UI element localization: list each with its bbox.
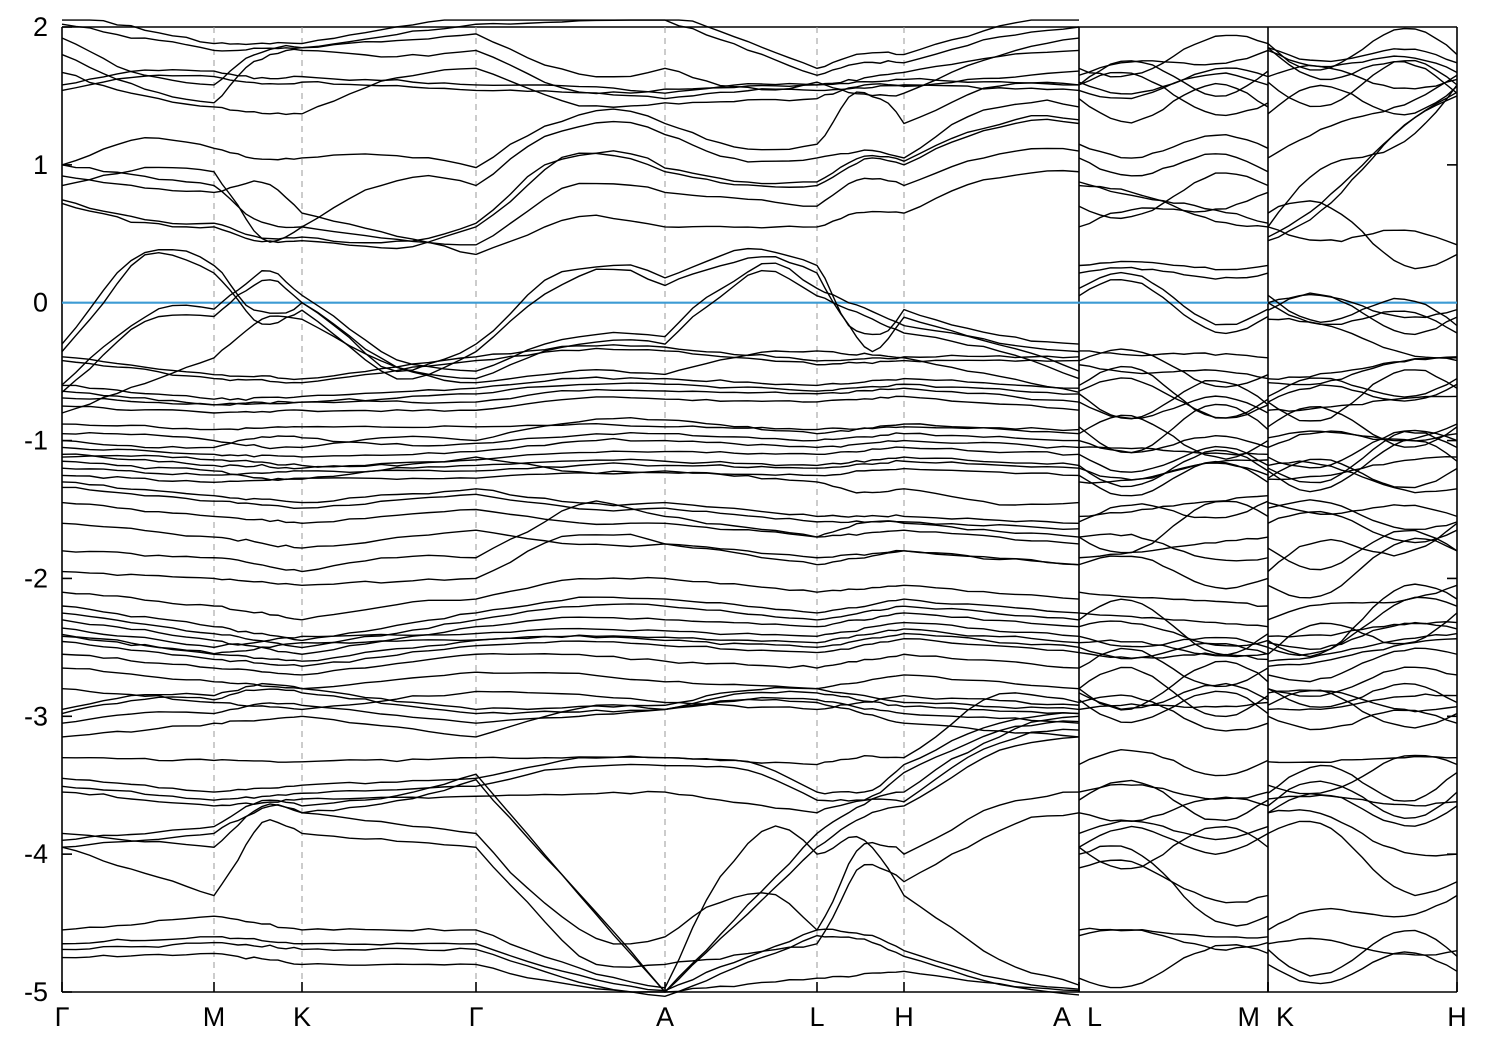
svg-text:0: 0	[33, 288, 48, 318]
svg-text:1: 1	[33, 150, 48, 180]
svg-text:H: H	[1447, 1002, 1467, 1032]
svg-text:K: K	[293, 1002, 311, 1032]
svg-text:L: L	[1087, 1002, 1102, 1032]
svg-text:Γ: Γ	[469, 1002, 484, 1032]
svg-text:Γ: Γ	[55, 1002, 70, 1032]
svg-text:L: L	[809, 1002, 824, 1032]
svg-text:M: M	[203, 1002, 226, 1032]
svg-text:-1: -1	[24, 426, 48, 456]
svg-text:-4: -4	[24, 839, 48, 869]
svg-text:-3: -3	[24, 701, 48, 731]
svg-text:A: A	[656, 1002, 674, 1032]
svg-text:K: K	[1276, 1002, 1294, 1032]
svg-text:A: A	[1053, 1002, 1071, 1032]
svg-text:2: 2	[33, 12, 48, 42]
svg-text:H: H	[894, 1002, 914, 1032]
svg-text:M: M	[1238, 1002, 1261, 1032]
svg-text:-2: -2	[24, 563, 48, 593]
svg-text:-5: -5	[24, 977, 48, 1007]
